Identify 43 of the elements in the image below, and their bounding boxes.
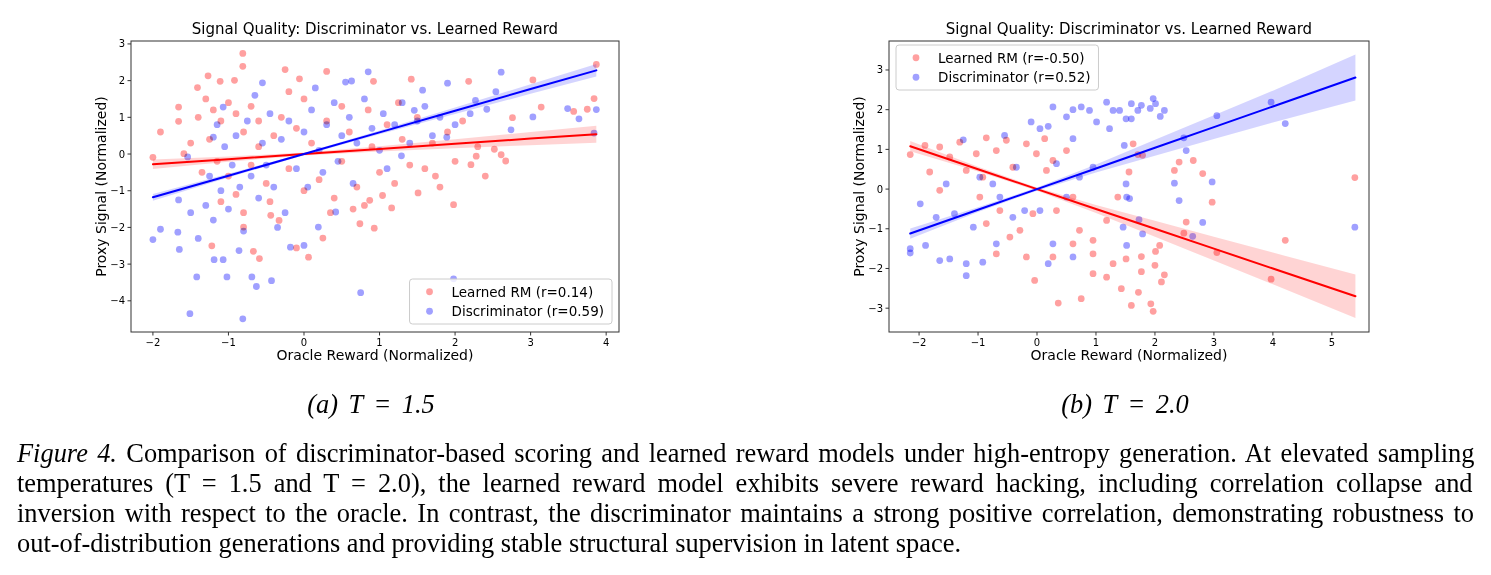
- text: (b) T = 2.0: [1061, 389, 1189, 419]
- x-tick-label: 2: [1151, 337, 1159, 348]
- y-tick-label: 2: [876, 104, 883, 116]
- x-tick-label: 5: [1328, 337, 1336, 348]
- x-tick-label: 4: [602, 337, 610, 348]
- x-axis-title: Oracle Reward (Normalized): [1030, 347, 1228, 363]
- y-tick-label: −2: [868, 262, 883, 274]
- y-tick-label: 0: [876, 183, 883, 195]
- legend-label: Discriminator (r=0.52): [938, 69, 1091, 86]
- x-tick-label: −1: [221, 337, 236, 348]
- chart-title: Signal Quality: Discriminator vs. Learned Reward: [191, 20, 559, 38]
- legend-label: Learned RM (r=0.14): [451, 283, 594, 300]
- x-tick-label: 2: [451, 337, 459, 348]
- y-tick-label: 1: [118, 111, 125, 123]
- y-tick-label: 2: [118, 75, 125, 87]
- y-axis-title: Proxy Signal (Normalized): [93, 96, 109, 277]
- y-tick-label: −3: [868, 302, 883, 314]
- y-tick-label: −1: [868, 223, 883, 235]
- x-tick-label: −2: [911, 337, 927, 348]
- legend-label: Learned RM (r=-0.50): [938, 49, 1085, 66]
- legend-label: Discriminator (r=0.59): [451, 303, 604, 320]
- x-tick-label: 4: [1269, 337, 1277, 348]
- y-tick-label: 0: [118, 148, 125, 160]
- x-tick-label: 3: [1210, 337, 1218, 348]
- y-tick-label: −2: [110, 221, 125, 233]
- x-tick-label: 0: [300, 337, 308, 348]
- x-tick-label: 1: [1092, 337, 1100, 348]
- x-tick-label: 0: [1033, 337, 1041, 348]
- caption: Figure 4. Comparison of discriminator-based scoring and learned reward models under high-entropy generation. At elevated sampling temperatures (T = 1.5 and T = 2.0), the learned reward model exhibits severe reward hacking, including correlation collapse and inversion with respect to the oracle. In contrast, the discriminator maintains a strong positive correlation, demonstrating robustness to out-of-distribution generations and providing stable structural supervision in latent space.: [16, 438, 1475, 558]
- y-tick-label: −4: [110, 295, 125, 307]
- chart-title: Signal Quality: Discriminator vs. Learned Reward: [945, 20, 1313, 38]
- x-tick-label: −1: [970, 337, 986, 348]
- x-axis-title: Oracle Reward (Normalized): [276, 347, 474, 363]
- y-tick-label: 3: [876, 64, 883, 76]
- text: (a) T = 1.5: [307, 389, 435, 419]
- x-tick-label: 1: [376, 337, 383, 348]
- y-tick-label: 1: [876, 143, 883, 155]
- x-tick-label: 3: [527, 337, 534, 348]
- y-axis-title: Proxy Signal (Normalized): [851, 96, 867, 277]
- y-tick-label: −3: [110, 258, 125, 270]
- y-tick-label: 3: [118, 38, 125, 50]
- x-tick-label: −2: [145, 337, 161, 348]
- y-tick-label: −1: [110, 185, 125, 197]
